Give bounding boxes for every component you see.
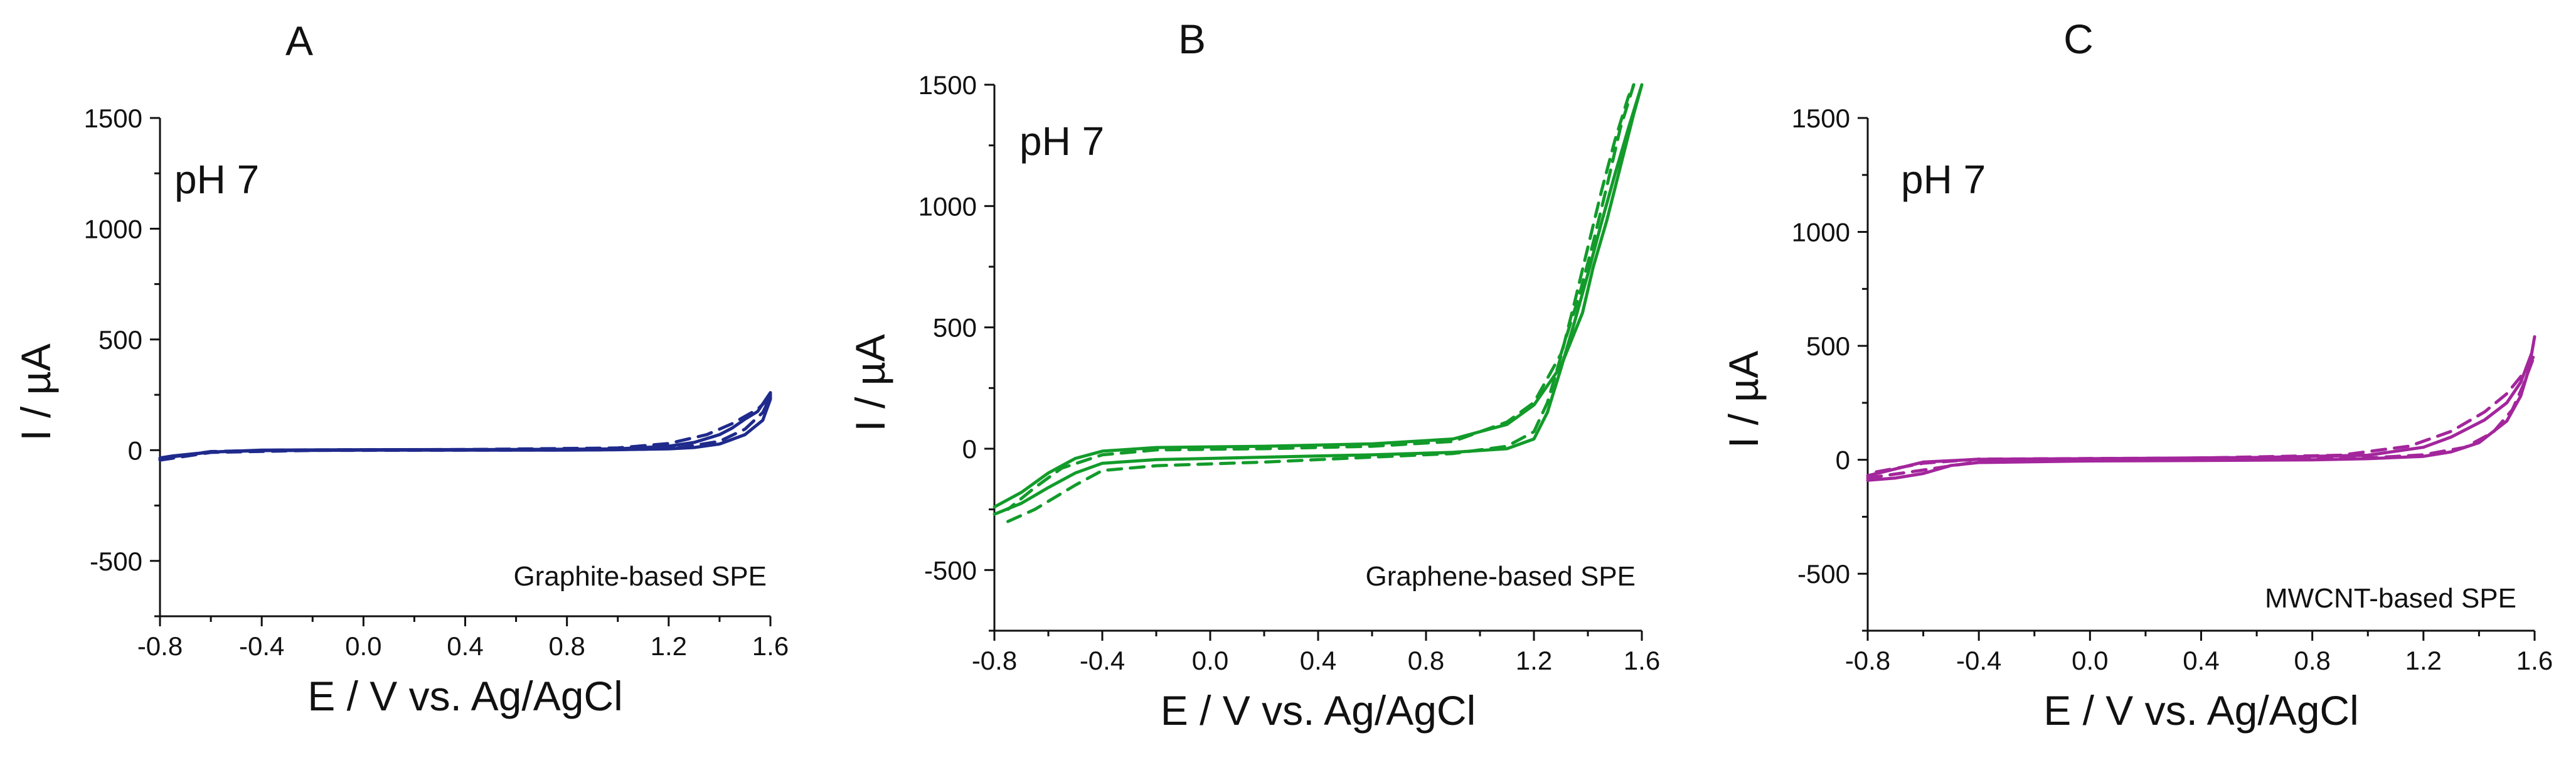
x-tick-label: -0.8: [1845, 646, 1890, 675]
cv-curve-dashed: [1006, 83, 1636, 523]
electrode-label: Graphite-based SPE: [513, 561, 767, 592]
y-tick-label: 1500: [84, 104, 142, 133]
panel-letter: B: [1178, 16, 1206, 62]
x-tick-label: 0.0: [345, 631, 381, 661]
y-tick-label: 1000: [918, 191, 977, 221]
panel-a-graphite: -500 0 500 1000 1500 -0.8 -0.4 0.0 0.4 0.8 1.2 1.6 E…: [13, 18, 789, 719]
x-tick-label: 1.6: [752, 631, 789, 661]
panel-c-mwcnt: -500 0 500 1000 1500 -0.8 -0.4 0.0 0.4 0.8 1.2 1.6 E…: [1720, 16, 2553, 734]
y-tick-label: -500: [90, 547, 142, 576]
y-tick-label: 500: [933, 313, 977, 343]
y-tick-label: 0: [962, 434, 977, 464]
y-tick-label: 0: [128, 436, 142, 465]
y-tick-label: 1000: [1792, 218, 1850, 247]
x-tick-label: -0.8: [972, 646, 1017, 675]
ph-annotation: pH 7: [174, 157, 259, 202]
ph-annotation: pH 7: [1019, 119, 1104, 164]
cv-curve-dashed: [158, 395, 772, 462]
x-tick-label: -0.4: [1956, 646, 2001, 675]
x-tick-label: 0.8: [1408, 646, 1444, 675]
x-axis-title: E / V vs. Ag/AgCl: [2043, 687, 2359, 734]
y-axis-title: I / µA: [847, 334, 893, 431]
x-tick-label: 1.6: [2516, 646, 2553, 675]
x-tick-label: 0.4: [447, 631, 483, 661]
panel-letter: C: [2063, 16, 2094, 62]
x-axis-title: E / V vs. Ag/AgCl: [1161, 687, 1476, 734]
cv-curve-dashed: [1866, 353, 2536, 480]
x-tick-label: 1.2: [1516, 646, 1552, 675]
x-tick-label: 1.2: [651, 631, 687, 661]
electrode-label: MWCNT-based SPE: [2265, 583, 2516, 614]
x-tick-label: 0.8: [548, 631, 585, 661]
y-tick-label: -500: [924, 555, 977, 585]
electrode-label: Graphene-based SPE: [1365, 561, 1636, 592]
panel-b-graphene: -500 0 500 1000 1500 -0.8 -0.4 0.0 0.4 0.8 1.2 1.6 E…: [847, 16, 1660, 734]
x-tick-label: 0.8: [2294, 646, 2330, 675]
y-tick-label: -500: [1797, 559, 1850, 589]
x-tick-label: -0.4: [239, 631, 284, 661]
x-tick-label: 0.0: [1192, 646, 1228, 675]
x-tick-label: 0.4: [2183, 646, 2219, 675]
x-tick-label: 0.0: [2072, 646, 2108, 675]
y-tick-label: 1000: [84, 214, 142, 243]
y-axis-title: I / µA: [13, 343, 59, 441]
y-tick-label: 0: [1836, 446, 1850, 475]
y-tick-label: 1500: [918, 70, 977, 100]
y-tick-label: 500: [98, 325, 142, 355]
ph-annotation: pH 7: [1901, 157, 1986, 202]
x-tick-label: 1.2: [2405, 646, 2442, 675]
y-axis-title: I / µA: [1720, 351, 1767, 448]
x-axis-title: E / V vs. Ag/AgCl: [307, 673, 623, 719]
y-tick-label: 500: [1806, 331, 1850, 361]
x-tick-label: -0.8: [137, 631, 183, 661]
cv-curve-solid: [993, 83, 1644, 516]
x-tick-label: -0.4: [1080, 646, 1125, 675]
y-tick-label: 1500: [1792, 104, 1850, 133]
x-tick-label: 1.6: [1624, 646, 1660, 675]
panel-letter: A: [285, 18, 313, 64]
x-tick-label: 0.4: [1300, 646, 1336, 675]
